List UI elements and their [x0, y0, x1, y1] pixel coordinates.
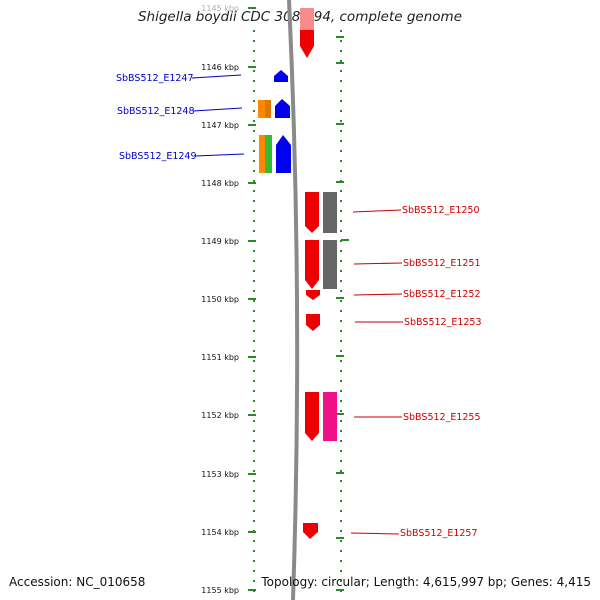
gene-label-e1252[interactable]: SbBS512_E1252 [353, 289, 481, 300]
gene-feature-e1248[interactable] [258, 99, 290, 118]
gene-label-e1255[interactable]: SbBS512_E1255 [354, 412, 481, 423]
kbp-label: 1151 kbp [201, 353, 239, 362]
svg-text:SbBS512_E1252: SbBS512_E1252 [403, 289, 481, 300]
gene-label-e1257[interactable]: SbBS512_E1257 [350, 528, 478, 539]
kbp-label: 1147 kbp [201, 121, 239, 130]
kbp-label: 1153 kbp [201, 470, 239, 479]
svg-text:SbBS512_E1247: SbBS512_E1247 [116, 73, 194, 84]
gene-feature-e1253[interactable] [306, 314, 320, 331]
accession-text: Accession: NC_010658 [9, 575, 146, 589]
svg-text:SbBS512_E1251: SbBS512_E1251 [403, 258, 481, 269]
kbp-label: 1146 kbp [201, 63, 239, 72]
kbp-label: 1149 kbp [201, 237, 239, 246]
gene-label-e1253[interactable]: SbBS512_E1253 [355, 317, 482, 328]
genome-backbone [287, 0, 300, 600]
svg-text:SbBS512_E1255: SbBS512_E1255 [403, 412, 481, 423]
kbp-label: 1150 kbp [201, 295, 239, 304]
gene-feature-e1255[interactable] [305, 392, 337, 441]
gene-feature-top[interactable] [300, 8, 314, 58]
kbp-label: 1148 kbp [201, 179, 239, 188]
svg-text:SbBS512_E1257: SbBS512_E1257 [400, 528, 478, 539]
svg-text:SbBS512_E1248: SbBS512_E1248 [117, 106, 195, 117]
gene-label-e1247[interactable]: SbBS512_E1247 [116, 73, 242, 84]
kbp-label: 1154 kbp [201, 528, 239, 537]
gene-label-e1250[interactable]: SbBS512_E1250 [352, 205, 480, 216]
gene-label-e1251[interactable]: SbBS512_E1251 [353, 258, 481, 269]
gene-feature-e1252[interactable] [306, 290, 320, 300]
gene-feature-e1249[interactable] [259, 135, 291, 173]
kbp-label: 1145 kbp [201, 4, 239, 13]
gene-feature-e1257[interactable] [303, 523, 318, 539]
kbp-label: 1155 kbp [201, 586, 239, 595]
gene-label-e1248[interactable]: SbBS512_E1248 [117, 106, 243, 117]
svg-text:SbBS512_E1250: SbBS512_E1250 [402, 205, 480, 216]
gene-feature-e1250[interactable] [305, 192, 337, 233]
svg-text:SbBS512_E1249: SbBS512_E1249 [119, 151, 197, 162]
gene-feature-e1251[interactable] [305, 240, 337, 289]
gene-feature-e1247[interactable] [274, 70, 288, 82]
topology-text: Topology: circular; Length: 4,615,997 bp… [261, 575, 591, 589]
svg-text:SbBS512_E1253: SbBS512_E1253 [404, 317, 482, 328]
gene-label-e1249[interactable]: SbBS512_E1249 [119, 151, 245, 162]
kbp-ruler: 1145 kbp 1146 kbp 1147 kbp 1148 kbp 1149… [201, 4, 349, 595]
kbp-label: 1152 kbp [201, 411, 239, 420]
